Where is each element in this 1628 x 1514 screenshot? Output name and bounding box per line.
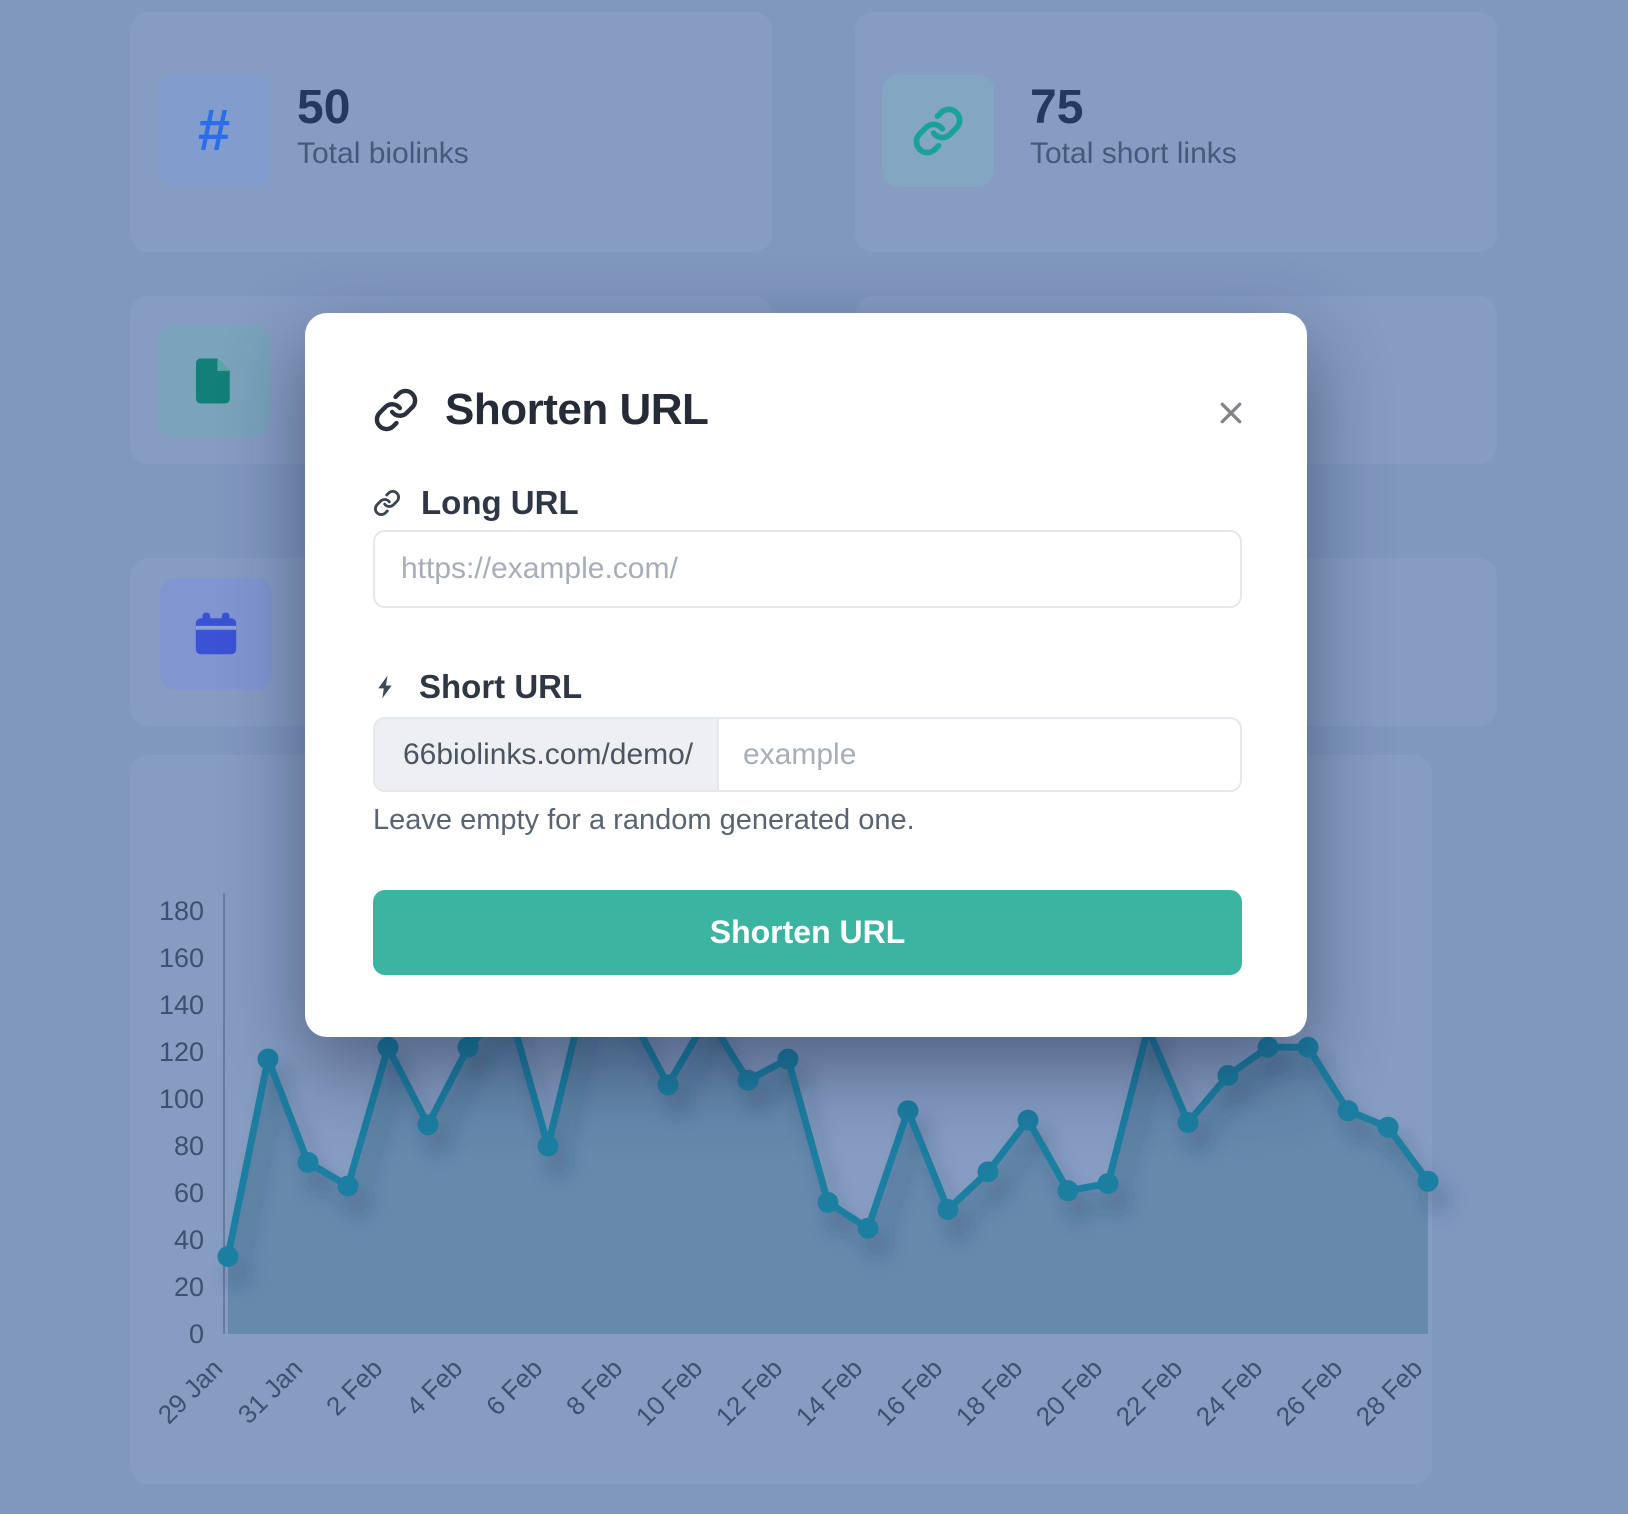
modal-header: Shorten URL [373, 385, 709, 435]
y-tick-label: 40 [174, 1225, 204, 1255]
link-icon [374, 490, 400, 516]
chart-point [337, 1175, 359, 1197]
x-tick-label: 14 Feb [790, 1353, 868, 1431]
x-tick-label: 8 Feb [560, 1353, 628, 1421]
short-url-helper-text: Leave empty for a random generated one. [373, 804, 915, 836]
chart-point [217, 1245, 239, 1267]
x-tick-label: 4 Feb [400, 1353, 468, 1421]
chart-point [1377, 1116, 1399, 1138]
x-tick-label: 20 Feb [1030, 1353, 1108, 1431]
x-tick-label: 18 Feb [950, 1353, 1028, 1431]
chart-point [1417, 1170, 1439, 1192]
chart-point [777, 1048, 799, 1070]
shortlinks-label: Total short links [1030, 137, 1237, 170]
chart-point [457, 1036, 479, 1058]
y-tick-label: 180 [159, 896, 204, 926]
short-url-label: Short URL [419, 668, 583, 705]
biolinks-label: Total biolinks [297, 137, 469, 170]
y-tick-label: 80 [174, 1131, 204, 1161]
chart-point [417, 1114, 439, 1136]
stat-card-shortlinks [855, 12, 1497, 252]
x-tick-label: 12 Feb [710, 1353, 788, 1431]
x-tick-label: 2 Feb [320, 1353, 388, 1421]
y-tick-label: 160 [159, 943, 204, 973]
x-tick-label: 29 Jan [152, 1353, 228, 1429]
x-tick-label: 31 Jan [232, 1353, 308, 1429]
x-tick-label: 10 Feb [630, 1353, 708, 1431]
chart-point [1217, 1065, 1239, 1086]
x-tick-label: 16 Feb [870, 1353, 948, 1431]
close-button[interactable] [1213, 395, 1249, 431]
y-tick-label: 120 [159, 1037, 204, 1067]
long-url-label-row: Long URL [373, 484, 579, 522]
shorten-url-modal: Shorten URL Long URL Short URL 66biolink… [305, 313, 1307, 1037]
events-icon-tile [160, 578, 272, 690]
chart-point [1097, 1173, 1119, 1195]
x-tick-label: 24 Feb [1190, 1353, 1268, 1431]
chart-point [1017, 1109, 1039, 1131]
chart-point [1337, 1100, 1359, 1122]
lightning-bolt-icon [378, 675, 392, 699]
y-tick-label: 0 [189, 1319, 204, 1349]
chart-point [377, 1036, 399, 1058]
chart-point [737, 1069, 759, 1091]
x-tick-label: 28 Feb [1350, 1353, 1428, 1431]
modal-title: Shorten URL [445, 385, 709, 434]
link-icon [913, 106, 963, 156]
link-icon [374, 388, 418, 432]
y-tick-label: 140 [159, 990, 204, 1020]
chart-series [217, 971, 1439, 1267]
x-tick-label: 6 Feb [480, 1353, 548, 1421]
x-tick-label: 22 Feb [1110, 1353, 1188, 1431]
chart-point [1177, 1112, 1199, 1133]
chart-point [817, 1191, 839, 1213]
chart-point [257, 1048, 279, 1070]
stat-card-biolinks [130, 12, 772, 252]
document-icon [196, 358, 230, 404]
short-url-prefix: 66biolinks.com/demo/ [375, 719, 719, 790]
calendar-icon [195, 612, 237, 655]
chart-point [857, 1217, 879, 1239]
chart-area-fill [228, 981, 1428, 1334]
chart-point [977, 1161, 999, 1183]
chart-point [297, 1151, 319, 1173]
x-tick-label: 26 Feb [1270, 1353, 1348, 1431]
shorten-url-button[interactable]: Shorten URL [373, 890, 1242, 975]
hash-icon: # [197, 98, 231, 163]
short-url-label-row: Short URL [373, 668, 582, 706]
y-tick-label: 60 [174, 1178, 204, 1208]
biolinks-count: 50 [297, 81, 351, 134]
shortlinks-count: 75 [1030, 81, 1084, 134]
long-url-input[interactable] [373, 530, 1242, 608]
chart-point [937, 1198, 959, 1220]
short-url-input-group: 66biolinks.com/demo/ [373, 717, 1242, 792]
chart-point [1297, 1036, 1319, 1058]
chart-point [537, 1135, 559, 1157]
biolinks-icon-tile: # [158, 75, 270, 187]
chart-point [897, 1100, 919, 1122]
long-url-label: Long URL [421, 484, 579, 521]
pages-icon-tile [158, 325, 270, 437]
short-url-input[interactable] [719, 719, 1240, 790]
chart-point [1057, 1180, 1079, 1202]
chart-point [657, 1074, 679, 1096]
chart-point [1257, 1036, 1279, 1058]
shortlinks-icon-tile [882, 75, 994, 187]
close-icon [1220, 402, 1242, 424]
y-tick-label: 20 [174, 1272, 204, 1302]
y-tick-label: 100 [159, 1084, 204, 1114]
